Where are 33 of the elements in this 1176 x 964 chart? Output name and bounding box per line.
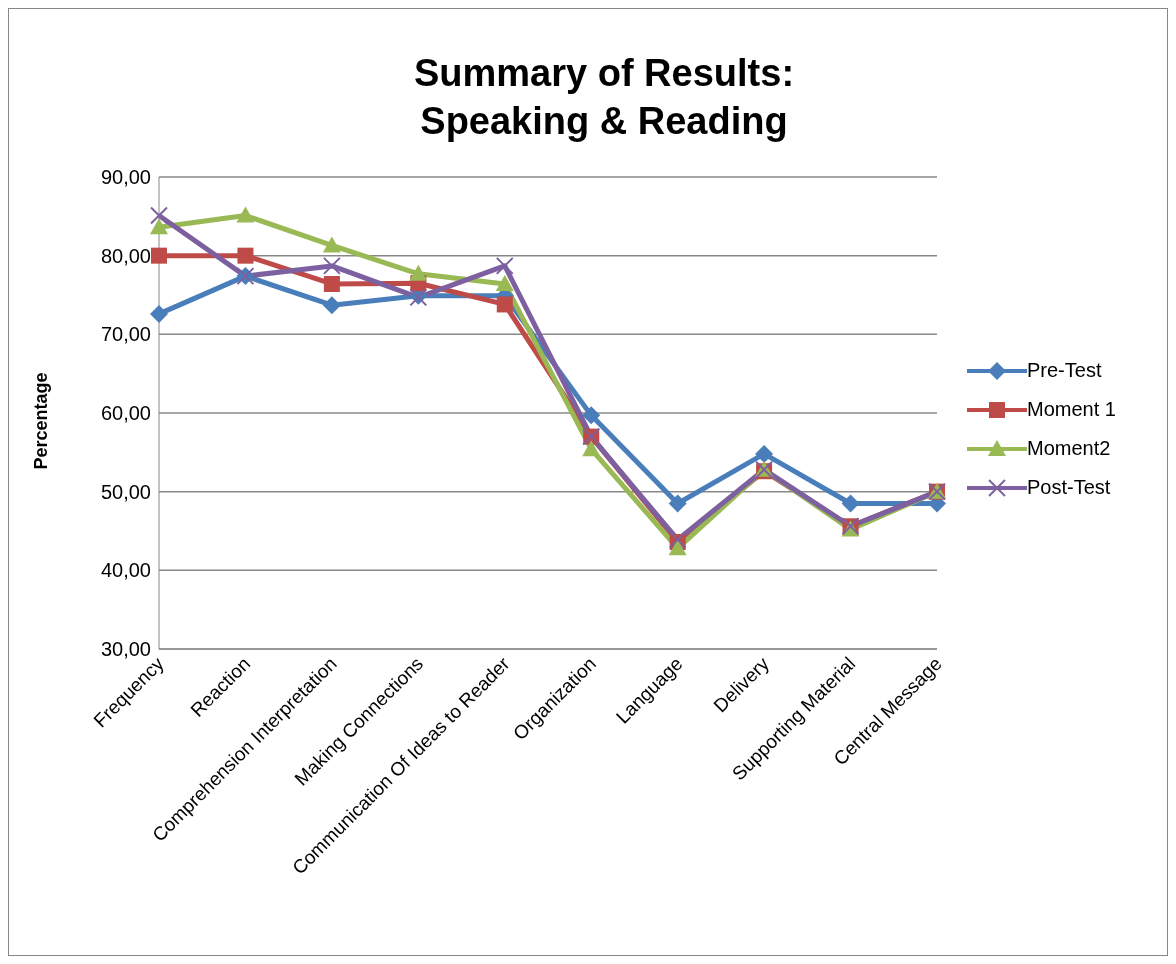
point	[151, 247, 167, 264]
point	[323, 275, 340, 292]
y-tick-label: 40,00	[100, 559, 151, 582]
point	[668, 530, 687, 549]
point	[496, 296, 513, 313]
legend-label: Pre-Test	[1027, 359, 1102, 382]
point	[495, 274, 514, 291]
point	[322, 296, 341, 315]
y-tick-label: 60,00	[100, 402, 151, 425]
chart-title: Summary of Results: Speaking & Reading	[412, 51, 796, 144]
y-axis-title: Percentage	[31, 372, 52, 470]
point	[582, 406, 601, 425]
y-tick-label: 30,00	[100, 638, 151, 661]
y-tick-label: 80,00	[100, 244, 151, 267]
point	[409, 264, 428, 281]
point	[668, 539, 687, 556]
point	[495, 256, 514, 275]
point	[237, 247, 254, 264]
point	[668, 494, 687, 513]
point	[150, 218, 168, 235]
point	[322, 236, 341, 253]
point	[322, 256, 341, 275]
point	[582, 440, 601, 457]
y-tick-label: 50,00	[100, 480, 151, 503]
y-tick-label: 70,00	[100, 323, 151, 346]
point	[150, 206, 168, 225]
legend-label: Moment2	[1027, 437, 1111, 460]
point	[150, 304, 168, 323]
point	[236, 206, 255, 223]
legend-label: Post-Test	[1027, 476, 1111, 499]
y-tick-label: 90,00	[100, 166, 151, 189]
point	[755, 444, 774, 463]
legend-label: Moment 1	[1027, 398, 1116, 421]
